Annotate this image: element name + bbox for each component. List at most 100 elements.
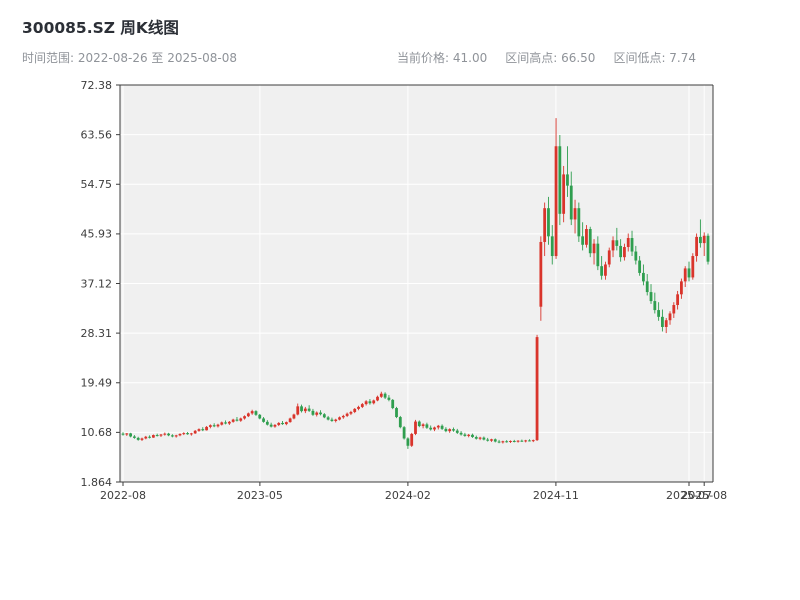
y-tick-label: 1.864 — [81, 476, 113, 489]
candle-body — [402, 427, 406, 439]
candle-body — [182, 433, 186, 435]
candle-body — [619, 245, 623, 258]
axis-ticks — [116, 84, 705, 486]
candle-body — [638, 260, 642, 273]
candle-body — [121, 433, 125, 435]
candle-body — [262, 418, 265, 422]
candle-body — [159, 434, 163, 436]
candle-body — [189, 433, 193, 435]
candle-body — [303, 408, 307, 412]
candle-body — [178, 433, 182, 436]
candle-body — [459, 432, 463, 435]
candle-body — [588, 229, 592, 254]
candle-body — [288, 418, 292, 423]
candle-body — [581, 236, 585, 245]
candle-body — [330, 419, 334, 421]
candle-body — [250, 411, 254, 414]
candle-body — [702, 235, 706, 244]
candle-body — [273, 424, 277, 427]
candle-body — [132, 436, 136, 438]
candle-body — [205, 426, 208, 431]
candle-body — [566, 174, 569, 186]
candle-body — [615, 240, 619, 246]
candle-body — [653, 301, 657, 311]
page-title: 300085.SZ 周K线图 — [22, 19, 179, 37]
candle-body — [174, 435, 178, 437]
candle-body — [600, 266, 604, 276]
candle-body — [604, 264, 607, 276]
candle-body — [349, 411, 353, 414]
candle-body — [562, 174, 566, 214]
candle-body — [425, 424, 429, 428]
candle-body — [227, 421, 231, 424]
candle-body — [269, 424, 273, 427]
candle-body — [360, 404, 364, 407]
range-low-label: 区间低点: 7.74 — [613, 51, 697, 65]
candle-body — [163, 433, 167, 435]
candle-body — [368, 401, 372, 404]
y-tick-label: 19.49 — [81, 377, 113, 390]
candle-body — [452, 429, 455, 431]
candle-body — [170, 435, 174, 437]
candle-body — [440, 425, 444, 429]
x-tick-label: 2024-11 — [533, 489, 579, 502]
candle-body — [543, 208, 547, 242]
candle-body — [383, 393, 387, 398]
candle-body — [474, 437, 478, 439]
candle-body — [364, 401, 368, 405]
range-high-label: 区间高点: 66.50 — [505, 51, 596, 65]
candle-body — [224, 422, 227, 424]
y-tick-label: 37.12 — [81, 277, 113, 290]
candle-body — [387, 397, 391, 400]
stats-row: 当前价格: 41.00 区间高点: 66.50 区间低点: 7.74 — [397, 49, 696, 66]
candle-body — [208, 425, 212, 427]
candle-body — [246, 413, 250, 417]
x-tick-label: 2025-08 — [681, 489, 727, 502]
gridlines — [120, 84, 713, 483]
candle-body — [167, 433, 170, 436]
candle-body — [676, 294, 680, 306]
candle-body — [607, 250, 611, 265]
candle-body — [547, 208, 550, 237]
candle-body — [569, 185, 573, 220]
candle-body — [353, 408, 357, 412]
candle-body — [239, 418, 243, 421]
candle-body — [695, 236, 699, 257]
candle-body — [235, 419, 239, 421]
time-range-label: 时间范围: 2022-08-26 至 2025-08-08 — [22, 51, 237, 65]
candle-body — [345, 413, 349, 416]
candle-body — [414, 421, 417, 434]
x-tick-label: 2022-08 — [100, 489, 146, 502]
candle-body — [672, 305, 676, 314]
candle-body — [585, 229, 588, 245]
candle-body — [186, 433, 189, 435]
x-tick-label: 2024-02 — [385, 489, 431, 502]
candle-body — [319, 412, 322, 415]
candle-body — [144, 436, 148, 439]
candle-body — [395, 408, 398, 418]
axis-labels: 72.38 63.56 54.75 45.93 37.12 28.31 19.49 10.68… — [81, 79, 728, 502]
candle-body — [296, 406, 300, 415]
candle-body — [155, 435, 159, 437]
candle-body — [357, 406, 360, 409]
candle-body — [300, 406, 303, 412]
candle-body — [284, 422, 288, 425]
candle-body — [680, 281, 683, 295]
candle-body — [277, 422, 281, 425]
candle-body — [626, 238, 630, 248]
candle-body — [501, 441, 505, 443]
x-tick-label: 2025-07 — [666, 489, 712, 502]
candle-body — [509, 440, 512, 442]
candle-body — [512, 440, 516, 442]
candle-body — [455, 430, 459, 433]
candle-body — [140, 438, 144, 440]
candle-body — [391, 399, 395, 409]
candle-body — [406, 438, 410, 446]
y-tick-label: 72.38 — [81, 79, 113, 92]
candle-body — [490, 439, 493, 441]
candle-body — [482, 437, 486, 440]
candle-body — [315, 412, 319, 415]
candle-body — [471, 434, 474, 438]
